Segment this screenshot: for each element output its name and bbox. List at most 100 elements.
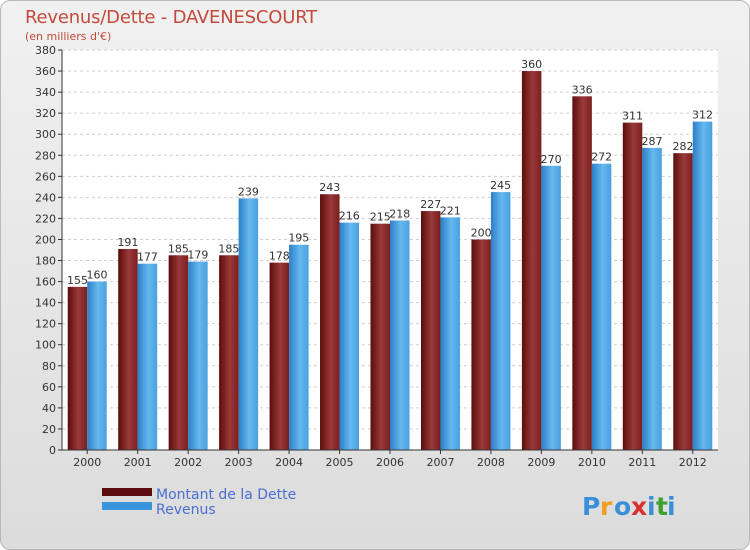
- x-tick-label: 2002: [174, 456, 202, 469]
- y-tick-label: 140: [35, 297, 56, 310]
- x-tick-label: 2004: [275, 456, 303, 469]
- x-tick-label: 2007: [426, 456, 454, 469]
- bar-dette: [673, 153, 693, 450]
- value-label-dette: 282: [673, 140, 694, 153]
- logo-letter: r: [600, 492, 613, 521]
- bar-revenus: [591, 163, 612, 450]
- value-label-dette: 155: [67, 274, 88, 287]
- y-tick-label: 120: [35, 318, 56, 331]
- bar-dette: [168, 255, 189, 450]
- value-label-dette: 185: [218, 242, 239, 255]
- y-tick-label: 40: [42, 402, 56, 415]
- bar-revenus: [238, 198, 259, 450]
- y-tick-label: 240: [35, 191, 56, 204]
- bar-revenus: [642, 147, 662, 451]
- value-label-dette: 336: [572, 83, 593, 96]
- y-tick-label: 180: [35, 255, 56, 268]
- value-label-revenus: 287: [642, 135, 663, 148]
- bar-revenus: [692, 121, 713, 450]
- y-tick-label: 20: [42, 423, 56, 436]
- bar-dette: [67, 286, 88, 450]
- bar-revenus: [440, 217, 460, 450]
- value-label-dette: 191: [117, 236, 138, 249]
- bar-dette: [320, 194, 340, 450]
- value-label-dette: 227: [420, 198, 441, 211]
- bar-revenus: [490, 192, 511, 450]
- x-tick-label: 2005: [326, 456, 354, 469]
- legend: Montant de la Dette Revenus: [102, 487, 296, 518]
- value-label-revenus: 218: [389, 208, 410, 221]
- x-tick-label: 2010: [578, 456, 606, 469]
- value-label-revenus: 177: [137, 251, 158, 264]
- y-tick-label: 380: [35, 44, 56, 57]
- logo-letter: P: [582, 492, 600, 521]
- chart-subtitle: (en milliers d'€): [25, 30, 112, 43]
- value-label-revenus: 245: [490, 179, 511, 192]
- legend-label-dette: Montant de la Dette: [156, 487, 296, 503]
- bar-revenus: [339, 222, 360, 450]
- logo-letter: t: [656, 492, 668, 521]
- x-tick-label: 2003: [225, 456, 253, 469]
- y-tick-label: 100: [35, 339, 56, 352]
- value-label-dette: 311: [622, 110, 643, 123]
- bar-revenus: [541, 165, 561, 450]
- legend-label-revenus: Revenus: [156, 502, 216, 518]
- bar-dette: [118, 248, 138, 450]
- y-tick-label: 200: [35, 233, 56, 246]
- bar-revenus: [289, 244, 309, 450]
- y-tick-label: 220: [35, 212, 56, 225]
- x-tick-label: 2008: [477, 456, 505, 469]
- y-tick-label: 360: [35, 65, 56, 78]
- x-tick-label: 2001: [124, 456, 152, 469]
- logo-letter: x: [631, 492, 647, 521]
- y-tick-label: 340: [35, 86, 56, 99]
- y-axis: 0 20 40 60 80 100 120 140 160 180 200 220 240 260 280 3…: [35, 44, 63, 457]
- y-tick-label: 60: [42, 381, 56, 394]
- x-axis: 2000 2001 2002 2003 2004 2005 2006 2007 2008 2009…: [62, 449, 718, 469]
- bar-dette: [521, 71, 542, 450]
- value-label-revenus: 160: [86, 269, 107, 282]
- legend-swatch-dette: [102, 488, 152, 496]
- bar-dette: [572, 96, 592, 450]
- value-label-dette: 215: [370, 211, 391, 224]
- value-label-revenus: 216: [339, 210, 360, 223]
- x-tick-label: 2012: [679, 456, 707, 469]
- bar-revenus: [188, 261, 208, 450]
- bar-dette: [219, 255, 239, 450]
- value-label-revenus: 195: [288, 232, 309, 245]
- bar-revenus: [390, 220, 410, 450]
- y-tick-label: 280: [35, 149, 56, 162]
- value-label-revenus: 221: [440, 204, 461, 217]
- bar-dette: [269, 262, 290, 450]
- y-tick-label: 320: [35, 107, 56, 120]
- value-label-dette: 185: [168, 242, 189, 255]
- value-label-dette: 178: [269, 250, 290, 263]
- value-label-dette: 200: [471, 226, 492, 239]
- x-tick-label: 2009: [527, 456, 555, 469]
- y-tick-label: 300: [35, 128, 56, 141]
- y-tick-label: 0: [49, 444, 56, 457]
- value-label-dette: 360: [521, 58, 542, 71]
- y-tick-label: 80: [42, 360, 56, 373]
- logo-letter: i: [667, 492, 676, 521]
- bar-dette: [471, 239, 491, 450]
- x-tick-label: 2000: [73, 456, 101, 469]
- bar-dette: [622, 122, 643, 450]
- x-tick-label: 2006: [376, 456, 404, 469]
- value-label-revenus: 239: [238, 185, 259, 198]
- bar-revenus: [87, 281, 107, 450]
- value-label-revenus: 272: [591, 151, 612, 164]
- logo-letter: i: [647, 492, 656, 521]
- logo-letter: o: [614, 492, 631, 521]
- bar-dette: [370, 223, 390, 450]
- value-label-revenus: 270: [541, 153, 562, 166]
- value-label-revenus: 312: [692, 109, 713, 122]
- value-label-dette: 243: [319, 181, 340, 194]
- value-label-revenus: 179: [187, 249, 208, 262]
- bar-revenus: [137, 263, 158, 450]
- y-tick-label: 160: [35, 276, 56, 289]
- chart-title: Revenus/Dette - DAVENESCOURT: [25, 7, 317, 28]
